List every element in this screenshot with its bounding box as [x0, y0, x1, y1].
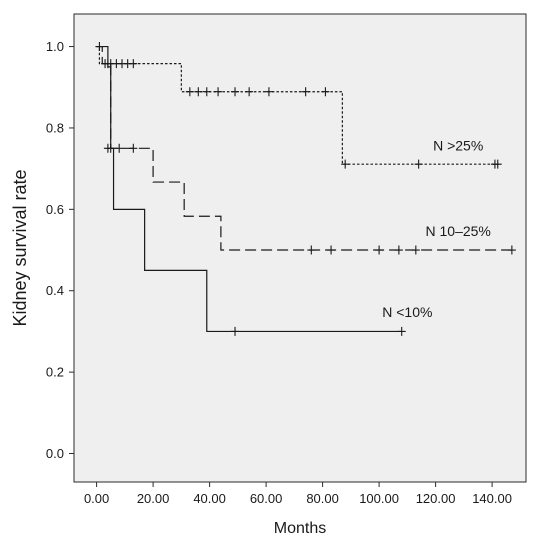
series-layer [95, 42, 516, 336]
y-tick-label: 0.8 [46, 120, 64, 135]
x-tick-label: 100.00 [359, 491, 399, 506]
plot-background [74, 14, 526, 482]
y-tick-label: 0.2 [46, 365, 64, 380]
x-tick-label: 0.00 [84, 491, 109, 506]
x-tick-label: 20.00 [137, 491, 170, 506]
series-label: N >25% [433, 137, 483, 153]
y-tick-label: 0.0 [46, 446, 64, 461]
x-tick-label: 140.00 [472, 491, 512, 506]
censor-mark [397, 326, 406, 336]
y-tick-label: 0.4 [46, 283, 64, 298]
censor-mark [245, 87, 254, 97]
series-2 [95, 42, 516, 255]
censor-mark [493, 159, 502, 169]
censor-mark [375, 245, 384, 255]
x-tick-label: 60.00 [250, 491, 283, 506]
censor-mark [327, 245, 336, 255]
censor-mark [507, 245, 516, 255]
x-tick-label: 40.00 [193, 491, 226, 506]
censor-mark [411, 245, 420, 255]
censor-mark [264, 87, 273, 97]
censor-mark [231, 87, 240, 97]
censor-mark [231, 326, 240, 336]
survival-step-line [96, 45, 512, 251]
censor-mark [321, 87, 330, 97]
censor-mark [115, 143, 124, 153]
censor-mark [341, 159, 350, 169]
censor-mark [129, 143, 138, 153]
y-tick-label: 1.0 [46, 39, 64, 54]
y-tick-label: 0.6 [46, 202, 64, 217]
x-tick-label: 80.00 [306, 491, 339, 506]
censor-mark [129, 59, 138, 69]
x-axis-title: Months [274, 520, 326, 537]
series-label: N 10–25% [426, 223, 491, 239]
series-label: N <10% [382, 304, 432, 320]
censor-mark [214, 87, 223, 97]
censor-mark [185, 87, 194, 97]
censor-mark [106, 143, 115, 153]
censor-mark [307, 245, 316, 255]
censor-mark [202, 87, 211, 97]
plot-frame [73, 13, 527, 483]
survival-step-line [96, 45, 402, 333]
series-3 [96, 45, 406, 336]
x-tick-label: 120.00 [416, 491, 456, 506]
censor-mark [414, 159, 423, 169]
censor-mark [394, 245, 403, 255]
series-label-layer: N >25% N 10–25% N <10% [382, 137, 491, 320]
censor-mark [194, 87, 203, 97]
axis-layer: 0.00 20.00 40.00 60.00 80.00 100.00 120.00 140.… [46, 39, 512, 506]
censor-mark [301, 87, 310, 97]
y-axis-title: Kidney survival rate [10, 169, 30, 326]
